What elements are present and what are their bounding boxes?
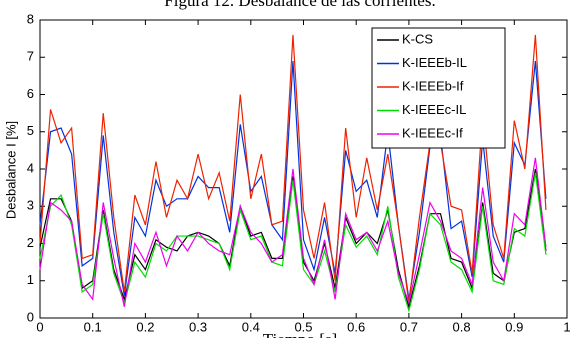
y-tick-label: 7 [27,49,34,64]
series-line [39,34,547,304]
legend-box [371,27,506,149]
series-line [39,157,547,307]
x-axis-label: Tiempo [s] [263,330,337,338]
y-tick-label: 6 [27,86,34,101]
x-tick-label: 0.7 [400,319,418,334]
legend-label: K-IEEEb-If [402,78,464,93]
x-tick-label: 0.6 [347,319,365,334]
series-line [39,60,547,300]
legend: K-CS K-IEEEb-IL K-IEEEb-If K-IEEEc-IL K-IEEE… [371,27,506,149]
x-tick-label: 0.4 [242,319,260,334]
legend-label: K-CS [402,31,433,46]
x-tick-label: 1 [563,319,570,334]
y-tick-label: 0 [27,309,34,324]
y-tick-label: 2 [27,235,34,250]
chart-title: Figura 12. Desbalance de las corrientes. [164,0,435,10]
x-tick-label: 0.2 [136,319,154,334]
y-tick-label: 8 [27,11,34,26]
legend-label: K-IEEEb-IL [402,55,467,70]
x-tick-label: 0 [36,319,43,334]
y-tick-label: 1 [27,272,34,287]
y-tick-label: 5 [27,123,34,138]
y-tick-label: 4 [27,160,34,175]
legend-label: K-IEEEc-IL [402,102,466,117]
x-tick-label: 0.1 [84,319,102,334]
x-tick-label: 0.3 [189,319,207,334]
x-tick-label: 0.5 [294,319,312,334]
x-tick-label: 0.8 [453,319,471,334]
y-axis-label: Desbalance I [%] [3,121,18,219]
x-tick-label: 0.9 [505,319,523,334]
series-line [39,172,547,313]
y-tick-label: 3 [27,198,34,213]
series-line [39,168,547,310]
legend-label: K-IEEEc-If [402,125,463,140]
